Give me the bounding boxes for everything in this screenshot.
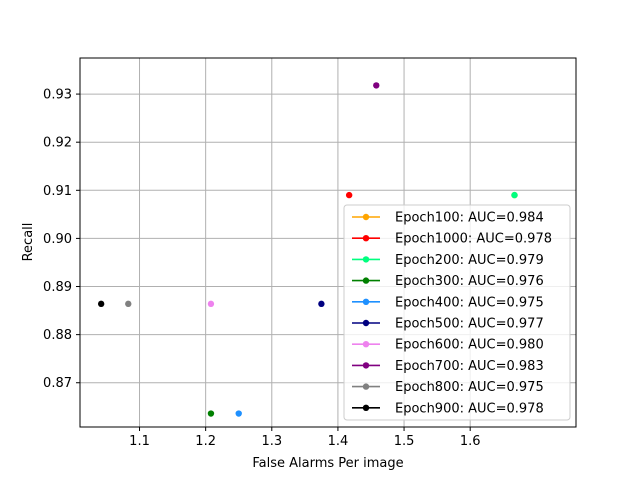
x-tick-label: 1.5: [394, 434, 415, 449]
legend-entry-label: Epoch600: AUC=0.980: [395, 338, 544, 353]
legend-marker: [362, 362, 370, 369]
legend-entry-label: Epoch500: AUC=0.977: [395, 317, 544, 332]
legend-marker: [362, 404, 370, 411]
legend-marker: [362, 319, 370, 327]
data-point: [97, 300, 105, 308]
data-point: [235, 410, 242, 417]
y-tick-label: 0.89: [43, 280, 72, 295]
legend-entry-label: Epoch700: AUC=0.983: [395, 359, 544, 374]
y-tick-label: 0.87: [43, 376, 72, 391]
legend-frame: [343, 204, 571, 421]
x-tick-label: 1.3: [261, 434, 282, 449]
y-tick-label: 0.92: [43, 136, 72, 151]
data-point: [207, 300, 215, 308]
legend-marker: [362, 235, 370, 242]
data-point: [125, 300, 132, 308]
legend-marker: [362, 341, 370, 348]
legend-entry-label: Epoch200: AUC=0.979: [395, 253, 544, 268]
data-point: [511, 191, 518, 199]
legend-entry-label: Epoch100: AUC=0.984: [395, 211, 544, 226]
data-points: [97, 82, 518, 417]
y-tick-label: 0.93: [43, 88, 72, 103]
legend-entry-label: Epoch900: AUC=0.978: [395, 401, 544, 416]
legend-marker: [362, 298, 370, 305]
data-point: [207, 410, 215, 417]
legend-marker: [362, 256, 370, 263]
legend-entry-label: Epoch300: AUC=0.976: [395, 274, 544, 289]
data-point: [373, 82, 380, 89]
legend-entry-label: Epoch800: AUC=0.975: [395, 380, 544, 395]
y-axis-label: Recall: [21, 223, 36, 262]
legend-marker: [362, 277, 370, 284]
y-tick-label: 0.91: [43, 184, 72, 199]
legend-entry-label: Epoch1000: AUC=0.978: [395, 232, 552, 247]
y-tick-label: 0.90: [43, 232, 72, 247]
plot-frame: [79, 57, 577, 428]
y-tick-label: 0.88: [43, 328, 72, 343]
x-axis-ticks: 1.1 1.2 1.3 1.4 1.5 1.6: [129, 427, 481, 449]
y-axis-ticks: 0.87 0.88 0.89 0.90 0.91 0.92 0.93: [43, 88, 80, 391]
data-point: [345, 191, 353, 199]
x-tick-label: 1.2: [195, 434, 216, 449]
legend-entry-label: Epoch400: AUC=0.975: [395, 295, 544, 310]
legend: Epoch100: AUC=0.984 Epoch1000: AUC=0.978 E…: [343, 204, 571, 421]
x-tick-label: 1.1: [129, 434, 150, 449]
x-axis-label: False Alarms Per image: [252, 456, 403, 471]
legend-marker: [362, 383, 370, 390]
x-tick-label: 1.4: [328, 434, 349, 449]
legend-marker: [362, 213, 370, 221]
x-tick-label: 1.6: [460, 434, 481, 449]
data-point: [318, 300, 325, 308]
